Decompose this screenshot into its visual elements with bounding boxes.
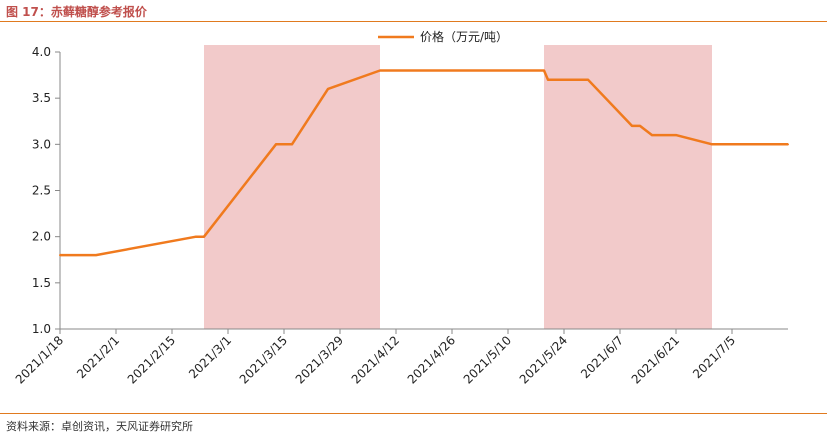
x-tick-label: 2021/2/15 <box>125 333 178 386</box>
y-tick-label: 4.0 <box>32 45 51 59</box>
data-point <box>651 134 653 137</box>
data-point <box>327 87 329 90</box>
bottom-divider <box>0 413 827 414</box>
data-point <box>59 254 61 257</box>
data-point <box>291 143 293 146</box>
shaded-period-1 <box>204 45 380 329</box>
x-tick-label: 2021/3/1 <box>186 333 234 381</box>
x-tick-label: 2021/6/7 <box>578 333 626 381</box>
x-tick-label: 2021/5/10 <box>461 333 514 386</box>
shaded-periods <box>204 45 712 329</box>
data-point <box>787 143 789 146</box>
x-tick-label: 2021/7/5 <box>690 333 738 381</box>
x-tick-label: 2021/4/26 <box>405 333 458 386</box>
y-tick-label: 3.5 <box>32 91 51 105</box>
source-note: 资料来源：卓创资讯，天风证券研究所 <box>6 420 193 433</box>
data-point <box>639 124 641 127</box>
data-point <box>675 134 677 137</box>
shaded-period-2 <box>544 45 712 329</box>
x-tick-label: 2021/1/18 <box>13 333 66 386</box>
data-point <box>631 124 633 127</box>
y-tick-label: 1.5 <box>32 276 51 290</box>
data-point <box>275 143 277 146</box>
data-point <box>379 69 381 72</box>
chart-series <box>59 69 789 257</box>
data-point <box>195 235 197 238</box>
data-point <box>711 143 713 146</box>
x-tick-label: 2021/4/12 <box>349 333 402 386</box>
x-tick-label: 2021/3/29 <box>293 333 346 386</box>
data-point <box>203 235 205 238</box>
data-point <box>547 78 549 81</box>
legend-label: 价格（万元/吨） <box>420 29 508 44</box>
top-divider <box>0 21 827 22</box>
data-point <box>543 69 545 72</box>
figure-title: 图 17：赤藓糖醇参考报价 <box>6 5 147 19</box>
y-tick-label: 2.5 <box>32 184 51 198</box>
y-tick-label: 2.0 <box>32 230 51 244</box>
y-tick-label: 1.0 <box>32 322 51 336</box>
data-point <box>587 78 589 81</box>
x-tick-label: 2021/6/21 <box>629 333 682 386</box>
x-tick-label: 2021/2/1 <box>74 333 122 381</box>
x-tick-label: 2021/3/15 <box>237 333 290 386</box>
chart-legend: 价格（万元/吨） <box>378 29 508 44</box>
data-point <box>95 254 97 257</box>
y-tick-label: 3.0 <box>32 137 51 151</box>
x-tick-label: 2021/5/24 <box>517 333 570 386</box>
